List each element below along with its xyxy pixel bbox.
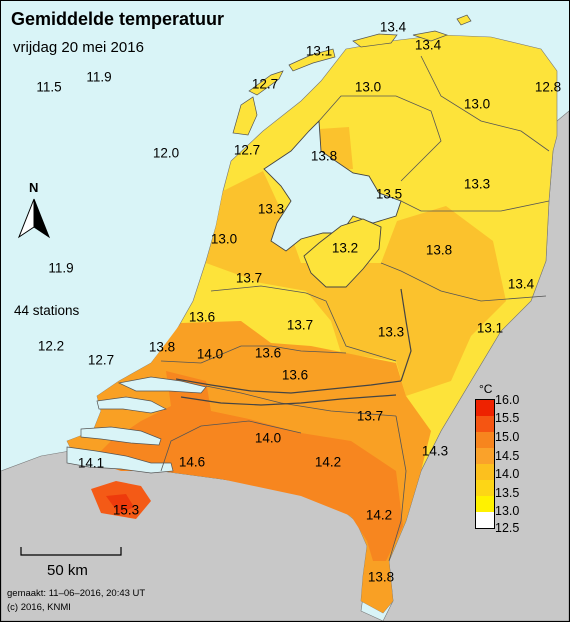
station-value: 13.8 — [425, 242, 453, 258]
haringvliet — [117, 376, 207, 394]
station-value: 13.0 — [354, 79, 382, 95]
station-value: 13.8 — [310, 148, 338, 164]
station-value: 15.3 — [112, 502, 140, 518]
legend-swatch — [476, 448, 494, 464]
station-value: 13.2 — [331, 240, 359, 256]
station-value: 13.4 — [379, 19, 407, 35]
legend-tick-label: 15.0 — [495, 430, 520, 444]
zone-15-5 — [106, 494, 134, 514]
sea-value: 11.9 — [86, 69, 112, 85]
sea-value: 12.0 — [152, 145, 180, 161]
island-rottumeroog — [456, 14, 472, 26]
station-value: 14.2 — [314, 454, 342, 470]
copyright-text: (c) 2016, KNMI — [7, 602, 71, 613]
legend-tick-label: 15.5 — [495, 411, 520, 425]
legend-swatch — [476, 496, 494, 512]
station-value: 13.3 — [257, 201, 285, 217]
legend-tick-label: 13.5 — [495, 486, 520, 500]
map-subtitle: vrijdag 20 mei 2016 — [13, 39, 144, 56]
island-vlieland — [248, 70, 284, 96]
flevoland — [303, 218, 382, 288]
station-value: 13.6 — [254, 345, 282, 361]
station-value: 13.1 — [305, 43, 333, 59]
legend-swatch — [476, 464, 494, 480]
north-arrow-icon — [17, 198, 51, 239]
grevelingen — [96, 396, 167, 414]
legend-swatch — [476, 416, 494, 432]
rivers — [175, 288, 412, 406]
station-value: 14.2 — [365, 507, 393, 523]
station-value: 13.7 — [286, 317, 314, 333]
station-value: 14.3 — [421, 443, 449, 459]
legend-tick-label: 16.0 — [495, 393, 520, 407]
legend-swatch — [476, 512, 494, 528]
station-value: 12.8 — [534, 79, 562, 95]
station-value: 13.7 — [356, 408, 384, 424]
zone-14-5 — [91, 371, 403, 561]
station-value: 13.7 — [235, 270, 263, 286]
sea-value: 11.9 — [48, 260, 74, 276]
station-value: 13.4 — [414, 37, 442, 53]
legend-colorbar — [475, 399, 495, 529]
made-timestamp: gemaakt: 11–06–2016, 20:43 UT — [7, 588, 146, 599]
station-value: 13.4 — [507, 276, 535, 292]
station-value: 13.8 — [148, 339, 176, 355]
north-label: N — [29, 180, 39, 195]
stations-count: 44 stations — [14, 303, 80, 318]
station-value: 13.3 — [377, 324, 405, 340]
station-value: 13.8 — [367, 569, 395, 585]
legend-swatch — [476, 432, 494, 448]
station-value: 12.7 — [233, 142, 261, 158]
scale-bar — [20, 547, 122, 556]
station-value: 13.1 — [476, 320, 504, 336]
legend-unit: °C — [479, 382, 493, 396]
map-title: Gemiddelde temperatuur — [11, 9, 225, 29]
island-texel — [232, 96, 258, 136]
station-value: 13.6 — [281, 367, 309, 383]
station-value: 14.1 — [77, 455, 105, 471]
island-schiermonnikoog — [412, 30, 449, 42]
station-value: 14.6 — [178, 454, 206, 470]
island-terschelling — [288, 48, 336, 72]
sea-value: 12.2 — [37, 338, 65, 354]
station-value: 12.7 — [251, 76, 279, 92]
legend-tick-label: 14.0 — [495, 467, 520, 481]
sea-value: 12.7 — [87, 352, 115, 368]
station-value: 13.6 — [188, 309, 216, 325]
island-ameland — [352, 33, 398, 48]
station-value: 13.0 — [210, 231, 238, 247]
legend-tick-label: 13.0 — [495, 504, 520, 518]
station-value: 13.5 — [375, 186, 403, 202]
station-value: 13.3 — [463, 176, 491, 192]
legend-swatch — [476, 480, 494, 496]
legend-tick-label: 14.5 — [495, 449, 520, 463]
station-value: 14.0 — [254, 430, 282, 446]
legend-tick-label: 12.5 — [495, 521, 520, 535]
station-value: 14.0 — [196, 346, 224, 362]
province-borders — [160, 55, 550, 562]
sea-value: 11.5 — [36, 79, 62, 95]
legend-swatch — [476, 400, 494, 416]
scale-label: 50 km — [47, 562, 88, 579]
station-value: 13.0 — [463, 96, 491, 112]
oosterschelde — [80, 426, 162, 446]
westerschelde — [66, 446, 174, 474]
